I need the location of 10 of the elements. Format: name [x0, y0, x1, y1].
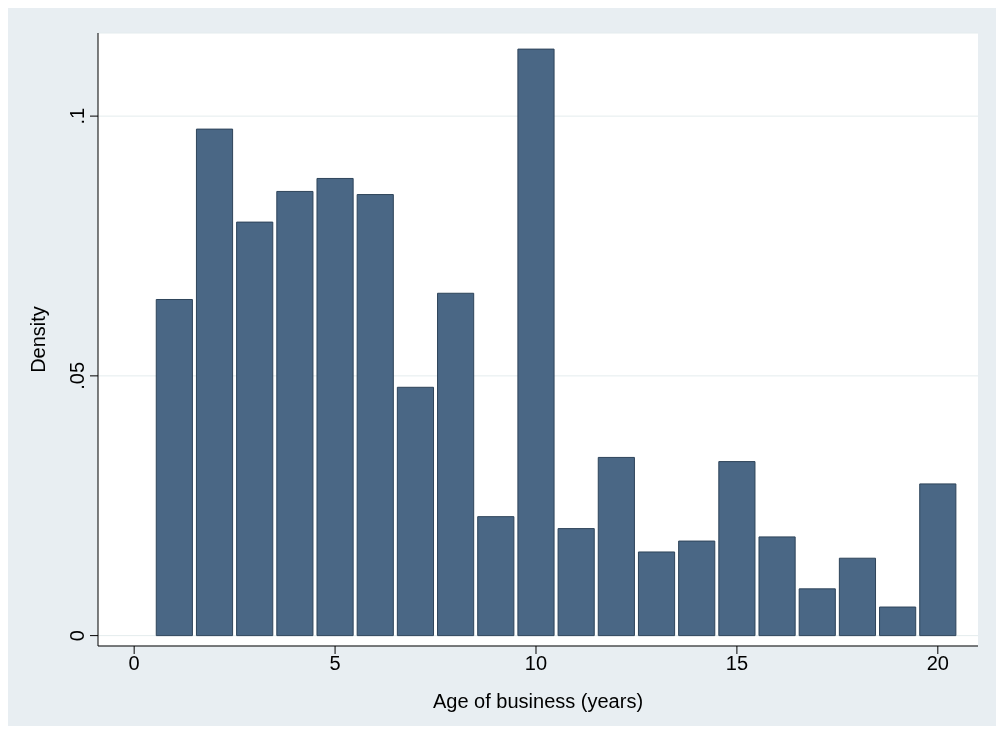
x-axis-title: Age of business (years)	[432, 690, 644, 712]
y-axis-title: Density	[27, 306, 50, 373]
y-tick-label: 0	[66, 630, 88, 642]
y-tick-label: .05	[66, 361, 88, 390]
x-tick-label: 15	[725, 652, 749, 675]
x-tick-label: 20	[926, 652, 949, 675]
y-tick-label: .1	[66, 107, 88, 125]
x-tick-label: 5	[329, 652, 341, 675]
x-tick-label: 10	[524, 652, 548, 675]
x-tick-label: 0	[128, 652, 140, 675]
